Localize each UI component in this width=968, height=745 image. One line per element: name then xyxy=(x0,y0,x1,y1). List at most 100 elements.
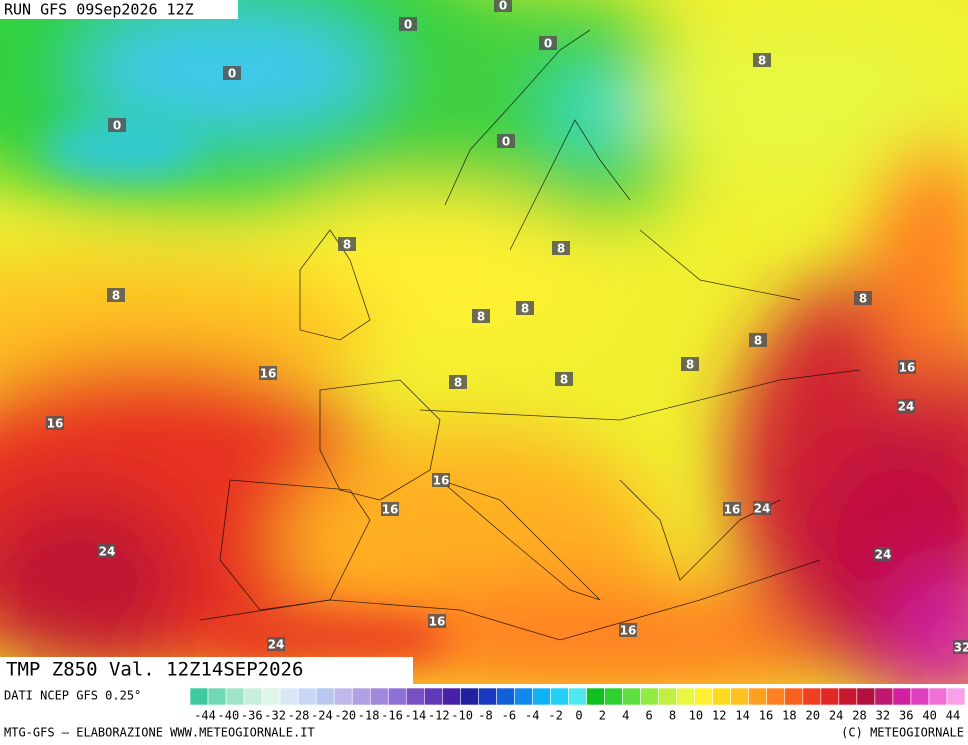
contour-label-box xyxy=(399,17,417,31)
legend-swatch xyxy=(279,687,299,706)
legend-tick-label: -16 xyxy=(381,709,403,723)
contour-label-text: 24 xyxy=(875,548,892,562)
contour-label-box xyxy=(749,333,767,347)
legend-tick-label: 40 xyxy=(922,709,936,723)
contour-label-text: 8 xyxy=(754,334,762,348)
legend-swatch xyxy=(333,687,353,706)
contour-label-box xyxy=(472,309,490,323)
contour-label-text: 16 xyxy=(620,624,637,638)
legend: -44 -40 -36 -32 -28 -24 -20 -18 -16 -14 -12 -10 -8 -6… xyxy=(189,687,966,723)
legend-swatch xyxy=(297,687,317,706)
legend-tick-label: -4 xyxy=(525,709,539,723)
contour-label-text: 0 xyxy=(502,135,510,149)
contour-label: 16 xyxy=(46,416,64,431)
contour-label: 24 xyxy=(753,501,771,516)
legend-swatch xyxy=(946,687,966,706)
contour-label-box xyxy=(494,0,512,12)
legend-tick-label: -32 xyxy=(264,709,286,723)
run-box xyxy=(0,0,238,19)
contour-label: 0 xyxy=(108,118,126,133)
contour-label-text: 0 xyxy=(404,18,412,32)
legend-tick-label: 10 xyxy=(689,709,703,723)
legend-tick-label: -12 xyxy=(428,709,450,723)
contour-label: 0 xyxy=(539,36,557,51)
contour-label-box xyxy=(753,53,771,67)
legend-tick-label: 20 xyxy=(806,709,820,723)
contour-label: 8 xyxy=(555,372,573,387)
contour-label: 24 xyxy=(267,637,285,652)
contour-label-box xyxy=(107,288,125,302)
credit-left: MTG-GFS — ELABORAZIONE WWW.METEOGIORNALE… xyxy=(4,726,315,740)
contour-label-text: 8 xyxy=(859,292,867,306)
legend-swatch xyxy=(676,687,695,706)
contour-label-box xyxy=(539,36,557,50)
legend-tick-label: 28 xyxy=(852,709,866,723)
contour-label-text: 8 xyxy=(521,302,529,316)
legend-swatch xyxy=(784,687,804,706)
legend-tick-label: 24 xyxy=(829,709,843,723)
legend-swatch xyxy=(802,687,822,706)
legend-swatch xyxy=(730,687,750,706)
contour-label-box xyxy=(953,640,968,654)
contour-label: 8 xyxy=(516,301,534,316)
contour-label: 8 xyxy=(681,357,699,372)
contour-label: 8 xyxy=(749,333,767,348)
legend-swatch xyxy=(712,687,731,706)
contour-label: 16 xyxy=(723,502,741,517)
contour-label-box xyxy=(854,291,872,305)
contour-label-box xyxy=(259,366,277,380)
contour-label-text: 24 xyxy=(268,638,285,652)
contour-label-box xyxy=(449,375,467,389)
contour-label-box xyxy=(516,301,534,315)
contour-label-box xyxy=(428,614,446,628)
legend-swatch xyxy=(658,687,677,706)
legend-swatch xyxy=(694,687,713,706)
legend-tick-label: -8 xyxy=(478,709,492,723)
contour-label: 16 xyxy=(898,360,916,375)
legend-tick-label: -28 xyxy=(288,709,310,723)
legend-swatch xyxy=(622,687,641,706)
contour-label-box xyxy=(898,360,916,374)
contour-label-text: 16 xyxy=(429,615,446,629)
contour-label: 8 xyxy=(854,291,872,306)
legend-swatch xyxy=(387,687,407,706)
contour-label-text: 24 xyxy=(898,400,915,414)
contour-label-box xyxy=(897,399,915,413)
contour-label-text: 16 xyxy=(433,474,450,488)
legend-tick-label: -14 xyxy=(405,709,427,723)
legend-swatch xyxy=(514,687,533,706)
contour-label-text: 0 xyxy=(228,67,236,81)
contour-label: 0 xyxy=(494,0,512,13)
legend-swatch xyxy=(532,687,551,706)
contour-label: 24 xyxy=(98,544,116,559)
contour-label-box xyxy=(753,501,771,515)
legend-swatch xyxy=(856,687,876,706)
legend-tick-label: 14 xyxy=(735,709,749,723)
contour-label-box xyxy=(223,66,241,80)
contour-label-box xyxy=(108,118,126,132)
contour-label-box xyxy=(46,416,64,430)
contour-label: 0 xyxy=(223,66,241,81)
legend-tick-label: -24 xyxy=(311,709,333,723)
legend-tick-label: 0 xyxy=(575,709,582,723)
contour-label: 24 xyxy=(897,399,915,414)
legend-swatch xyxy=(405,687,425,706)
contour-label: 8 xyxy=(753,53,771,68)
legend-swatch xyxy=(261,687,281,706)
contour-label: 16 xyxy=(432,473,450,488)
legend-swatch xyxy=(766,687,786,706)
contour-label-text: 16 xyxy=(47,417,64,431)
contour-label-box xyxy=(338,237,356,251)
legend-tick-label: -36 xyxy=(241,709,263,723)
contour-label-text: 8 xyxy=(112,289,120,303)
legend-tick-label: 2 xyxy=(599,709,606,723)
contour-label: 16 xyxy=(619,623,637,638)
contour-label-box xyxy=(619,623,637,637)
contour-label-box xyxy=(681,357,699,371)
contour-label-text: 0 xyxy=(499,0,507,13)
contour-label-text: 8 xyxy=(477,310,485,324)
contour-label: 16 xyxy=(259,366,277,381)
legend-swatch xyxy=(207,687,227,706)
